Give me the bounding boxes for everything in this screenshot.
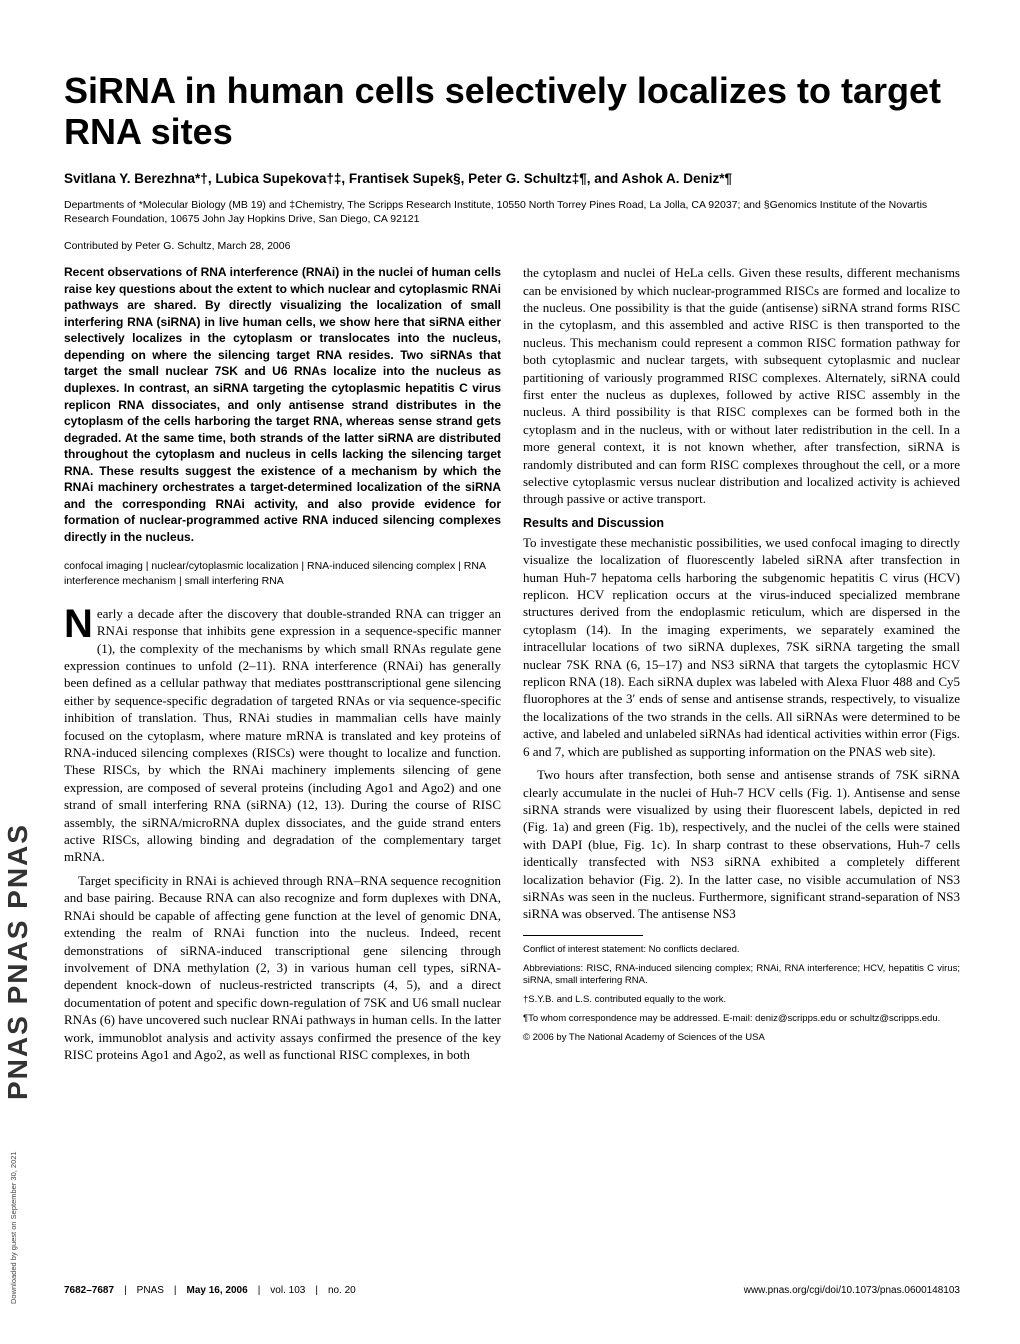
footnote-abbrev: Abbreviations: RISC, RNA-induced silenci… [523, 963, 960, 989]
footer-vol: vol. 103 [270, 1285, 305, 1296]
footnote-conflict: Conflict of interest statement: No confl… [523, 944, 960, 957]
column-right: the cytoplasm and nuclei of HeLa cells. … [523, 264, 960, 1069]
footer-sep-1: | [124, 1285, 127, 1296]
page-content: SiRNA in human cells selectively localiz… [64, 70, 960, 1069]
footer-sep-4: | [315, 1285, 318, 1296]
article-title: SiRNA in human cells selectively localiz… [64, 70, 960, 153]
keywords: confocal imaging | nuclear/cytoplasmic l… [64, 559, 501, 588]
footer-sep-2: | [174, 1285, 177, 1296]
footnote-copyright: © 2006 by The National Academy of Scienc… [523, 1032, 960, 1045]
abstract: Recent observations of RNA interference … [64, 264, 501, 545]
download-credit: Downloaded by guest on September 30, 202… [9, 1151, 18, 1304]
affiliations: Departments of *Molecular Biology (MB 19… [64, 198, 960, 226]
footnote-equal: †S.Y.B. and L.S. contributed equally to … [523, 994, 960, 1007]
intro-para-2: Target specificity in RNAi is achieved t… [64, 872, 501, 1063]
footer-journal: PNAS [137, 1285, 164, 1296]
author-line: Svitlana Y. Berezhna*†, Lubica Supekova†… [64, 171, 960, 186]
footnote-divider [523, 935, 643, 936]
dropcap-letter: N [64, 605, 97, 641]
journal-brand-sidebar: PNAS PNAS PNAS [0, 200, 36, 1100]
footer-no: no. 20 [328, 1285, 356, 1296]
footer-url: www.pnas.org/cgi/doi/10.1073/pnas.060014… [744, 1285, 960, 1296]
intro-para-1-text: early a decade after the discovery that … [64, 606, 501, 865]
page-footer: 7682–7687 | PNAS | May 16, 2006 | vol. 1… [64, 1285, 960, 1296]
two-column-body: Recent observations of RNA interference … [64, 264, 960, 1069]
footer-left: 7682–7687 | PNAS | May 16, 2006 | vol. 1… [64, 1285, 356, 1296]
right-top-para: the cytoplasm and nuclei of HeLa cells. … [523, 264, 960, 508]
journal-brand-text: PNAS PNAS PNAS [2, 823, 34, 1100]
footer-date: May 16, 2006 [187, 1285, 248, 1296]
results-para-2: Two hours after transfection, both sense… [523, 766, 960, 923]
footer-pages: 7682–7687 [64, 1285, 114, 1296]
footer-sep-3: | [258, 1285, 261, 1296]
intro-para-1: N early a decade after the discovery tha… [64, 605, 501, 866]
footnote-correspond: ¶To whom correspondence may be addressed… [523, 1013, 960, 1026]
footer-right: www.pnas.org/cgi/doi/10.1073/pnas.060014… [744, 1285, 960, 1296]
results-para-1: To investigate these mechanistic possibi… [523, 534, 960, 760]
results-heading: Results and Discussion [523, 516, 960, 530]
contributed-line: Contributed by Peter G. Schultz, March 2… [64, 240, 960, 252]
column-left: Recent observations of RNA interference … [64, 264, 501, 1069]
